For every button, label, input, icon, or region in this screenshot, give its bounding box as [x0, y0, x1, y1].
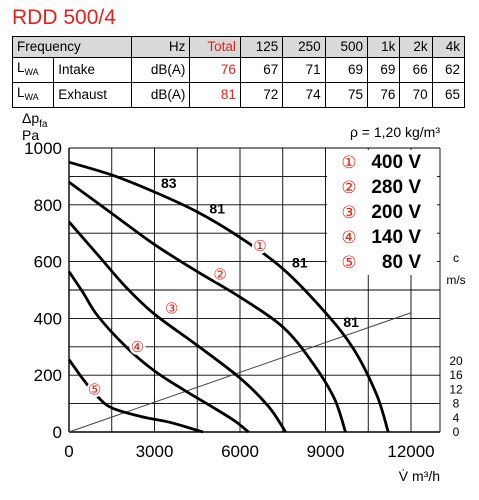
legend-label: 140 V — [371, 227, 421, 248]
header-500: 500 — [324, 36, 369, 58]
x-axis-label: V̇ m³/h — [399, 468, 440, 484]
legend-marker: ① — [341, 153, 356, 172]
x-tick-label: 3000 — [136, 442, 174, 461]
velocity-tick-label: 12 — [449, 382, 463, 396]
curve-marker-bg — [163, 300, 180, 317]
table-row-exhaust: LWA Exhaust dB(A) 81 72 74 75 76 70 65 — [11, 82, 466, 108]
row-total: 81 — [189, 82, 241, 108]
x-tick-label: 9000 — [307, 442, 345, 461]
row-total: 76 — [189, 57, 241, 83]
header-250: 250 — [282, 36, 326, 58]
cell-125: 67 — [239, 57, 284, 83]
velocity-tick-label: 16 — [449, 368, 463, 382]
legend-label: 200 V — [371, 202, 421, 223]
legend-marker: ② — [341, 178, 356, 197]
curve-marker-bg — [86, 381, 103, 398]
curve-marker-2: ② — [213, 266, 226, 283]
header-hz: Hz — [130, 36, 191, 58]
cell-1k: 76 — [367, 82, 401, 108]
y-tick-label: 400 — [34, 309, 62, 328]
velocity-tick-label: 20 — [449, 354, 463, 368]
product-title: RDD 500/4 — [12, 6, 116, 29]
row-label: LWA — [11, 82, 55, 108]
row-name: Intake — [53, 57, 132, 83]
y-tick-label: 0 — [53, 423, 62, 442]
x-tick-label: 12000 — [387, 442, 434, 461]
curve-marker-bg — [251, 237, 268, 254]
cell-250: 71 — [282, 57, 326, 83]
density-note: ρ = 1,20 kg/m³ — [350, 124, 440, 140]
curve-marker-1: ① — [253, 238, 266, 255]
row-name: Exhaust — [53, 82, 132, 108]
y-tick-label: 600 — [34, 253, 62, 272]
velocity-tick-label: 4 — [453, 411, 460, 425]
sound-level-label: 81 — [209, 200, 225, 216]
fan-curve-4 — [67, 270, 250, 434]
velocity-tick-label: 0 — [453, 425, 460, 439]
header-2k: 2k — [399, 36, 433, 58]
table-header-row: Frequency Hz Total 125 250 500 1k 2k 4k — [12, 36, 466, 58]
velocity-tick-label: 8 — [453, 397, 460, 411]
curve-marker-4: ④ — [131, 339, 144, 356]
table-row-intake: LWA Intake dB(A) 76 67 71 69 69 66 62 — [11, 57, 466, 83]
fan-curve-5 — [67, 358, 204, 434]
legend-marker: ⑤ — [341, 253, 356, 272]
velocity-axis-unit: m/s — [446, 273, 465, 287]
y-axis-label: Δpfa — [22, 110, 48, 130]
legend-box — [327, 150, 437, 275]
header-frequency: Frequency — [12, 36, 132, 58]
legend-marker: ③ — [341, 203, 356, 222]
legend-label: 80 V — [382, 252, 421, 273]
cell-4k: 65 — [431, 82, 466, 108]
header-1k: 1k — [367, 36, 401, 58]
velocity-axis-label: c — [453, 251, 459, 265]
sound-level-label: 81 — [292, 254, 308, 270]
curve-marker-3: ③ — [165, 300, 178, 317]
legend-marker: ④ — [341, 228, 356, 247]
cell-500: 69 — [324, 57, 369, 83]
sound-power-table: Frequency Hz Total 125 250 500 1k 2k 4k … — [11, 36, 466, 108]
y-axis-unit: Pa — [22, 127, 39, 143]
y-tick-label: 800 — [34, 196, 62, 215]
fan-curve-2 — [68, 180, 347, 433]
curve-marker-bg — [212, 266, 229, 283]
y-tick-label: 200 — [34, 366, 62, 385]
header-4k: 4k — [431, 36, 466, 58]
legend-label: 280 V — [371, 177, 421, 198]
legend-label: 400 V — [371, 152, 421, 173]
x-tick-label: 6000 — [221, 442, 259, 461]
y-tick-label: 1000 — [24, 139, 62, 158]
curve-marker-5: ⑤ — [88, 381, 101, 398]
sound-level-label: 83 — [161, 175, 177, 191]
fan-curve-3 — [67, 220, 287, 433]
cell-500: 75 — [324, 82, 369, 108]
curve-marker-bg — [129, 338, 146, 355]
sound-level-label: 81 — [343, 314, 359, 330]
x-tick-label: 0 — [64, 442, 73, 461]
cell-125: 72 — [239, 82, 284, 108]
